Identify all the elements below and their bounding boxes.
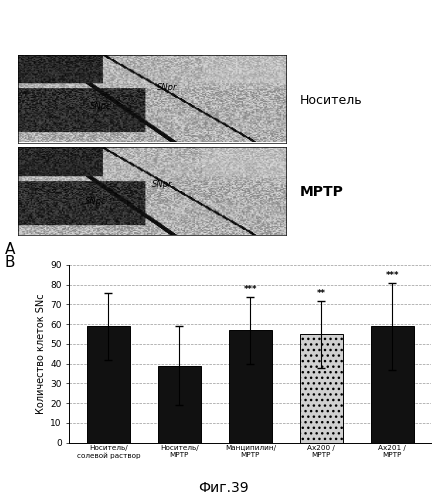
Text: A: A xyxy=(4,242,15,258)
Text: Фиг.39: Фиг.39 xyxy=(198,482,249,496)
Text: SNpc: SNpc xyxy=(85,198,106,206)
Bar xyxy=(371,326,413,442)
Text: ***: *** xyxy=(244,284,257,294)
Bar xyxy=(87,326,130,442)
Text: МРTР: МРTР xyxy=(299,186,343,200)
Y-axis label: Количество клеток SNc: Количество клеток SNc xyxy=(36,294,46,414)
Text: SNpc: SNpc xyxy=(90,102,112,112)
Text: ***: *** xyxy=(386,271,399,280)
Text: **: ** xyxy=(317,288,326,298)
Bar xyxy=(300,334,342,442)
Bar xyxy=(158,366,201,442)
Text: B: B xyxy=(4,255,15,270)
Text: Носитель: Носитель xyxy=(299,94,362,106)
Text: SNpr: SNpr xyxy=(157,83,178,92)
Text: SNpr: SNpr xyxy=(152,180,173,189)
Bar xyxy=(229,330,272,442)
